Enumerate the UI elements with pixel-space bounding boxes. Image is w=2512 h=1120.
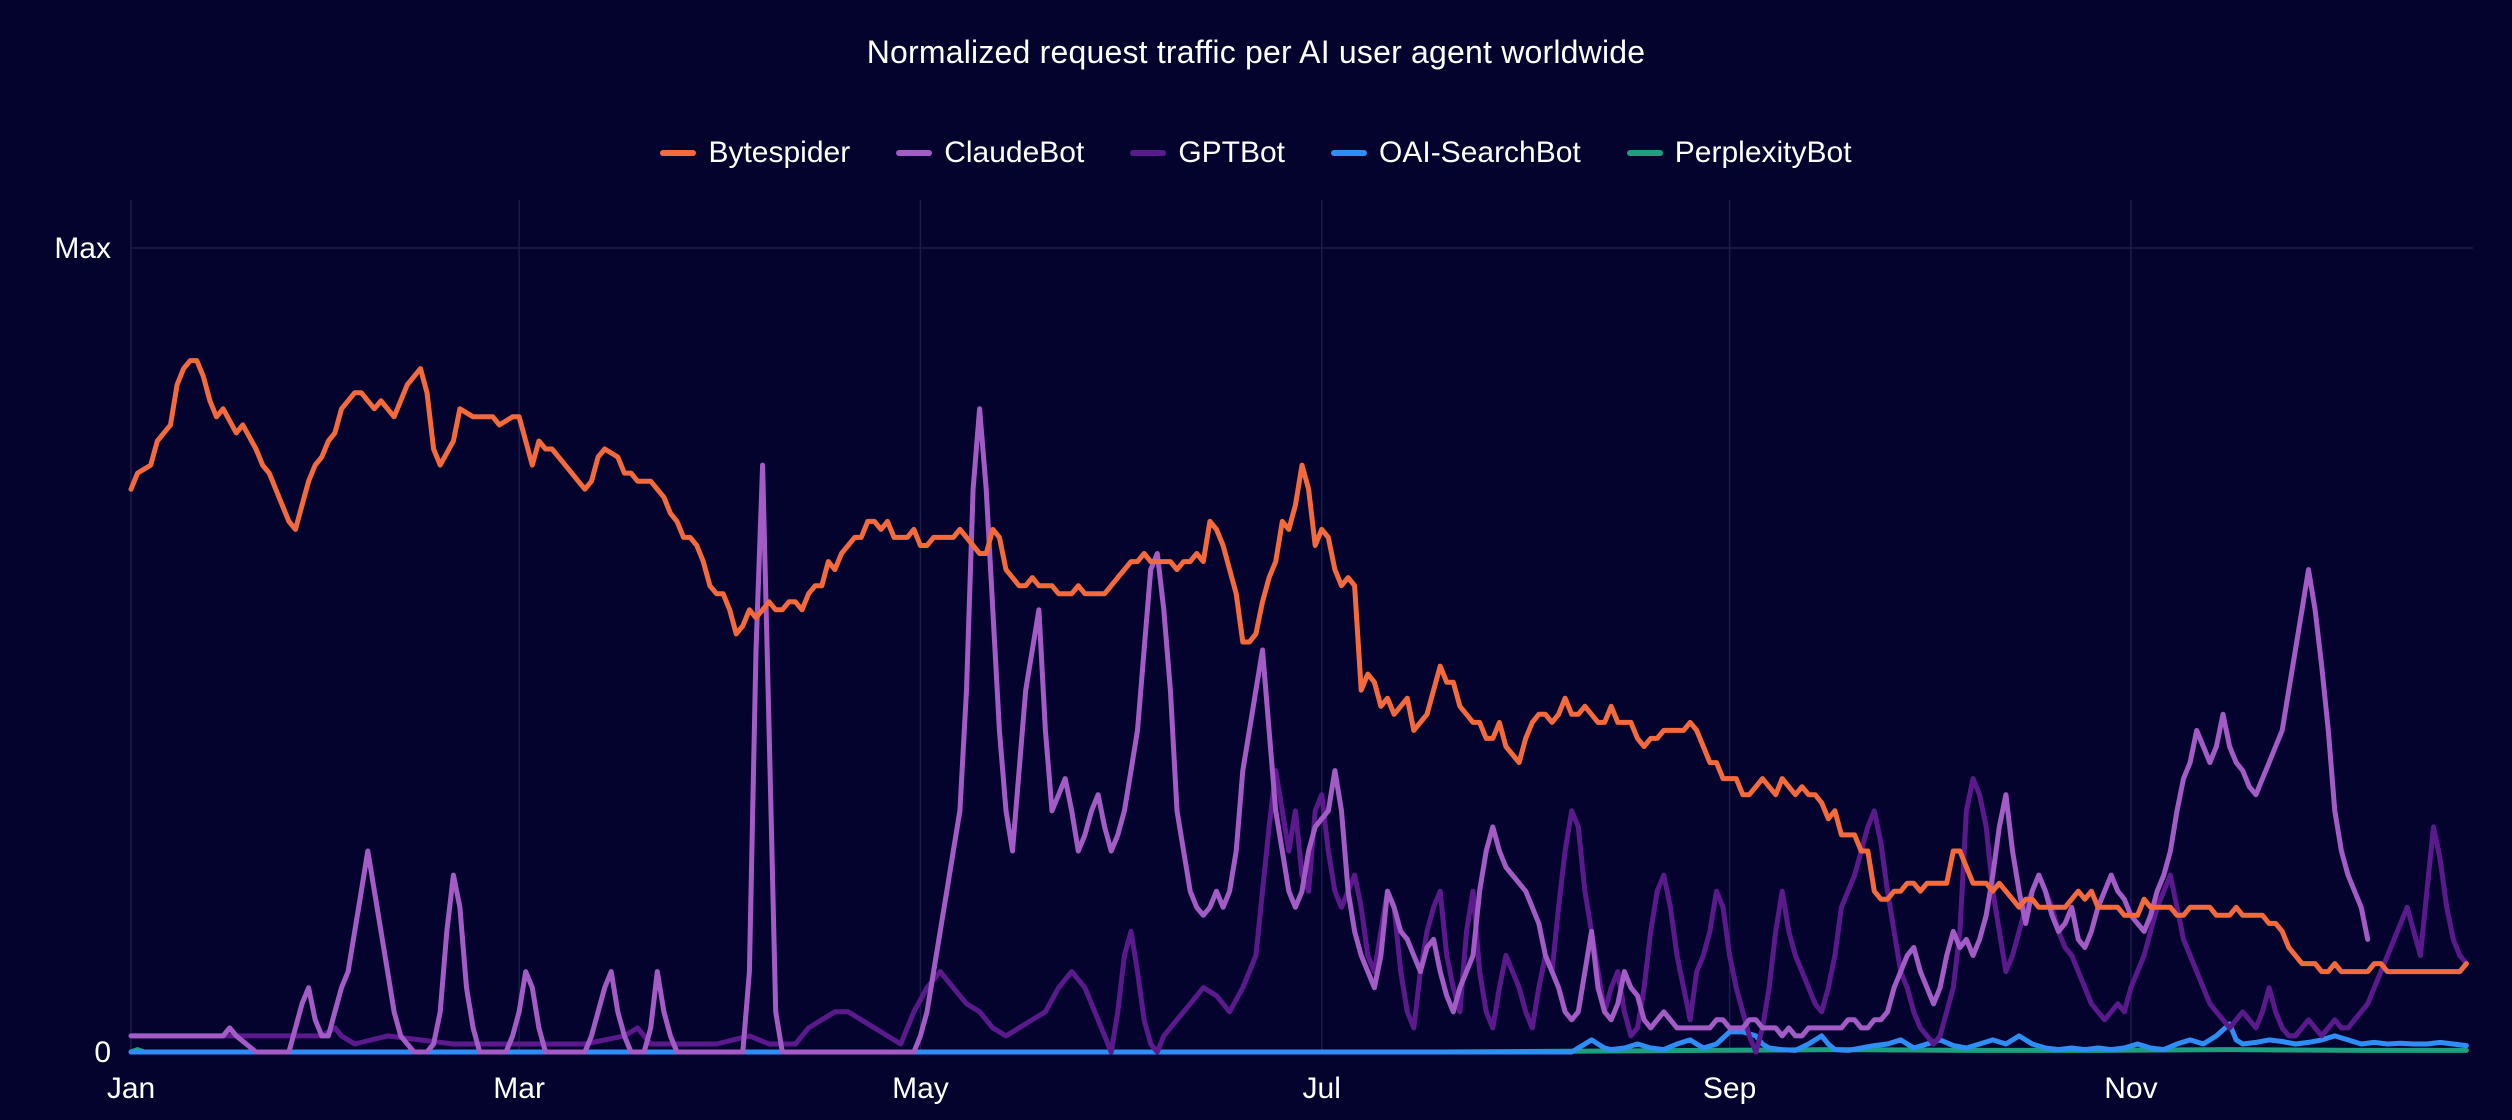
y-tick-label: 0 xyxy=(94,1036,111,1069)
x-tick-label: Jul xyxy=(1303,1072,1341,1105)
legend-swatch xyxy=(1331,150,1368,156)
legend-label: PerplexityBot xyxy=(1674,136,1852,169)
legend-item[interactable]: PerplexityBot xyxy=(1626,136,1852,170)
series-line-oai-searchbot xyxy=(128,1021,2469,1055)
x-tick-label: Nov xyxy=(2104,1072,2157,1105)
legend-item[interactable]: GPTBot xyxy=(1130,136,1285,170)
legend-item[interactable]: ClaudeBot xyxy=(896,136,1084,170)
x-tick-label: May xyxy=(892,1072,949,1105)
legend-label: ClaudeBot xyxy=(944,136,1085,169)
legend-label: Bytespider xyxy=(708,136,851,169)
legend-item[interactable]: Bytespider xyxy=(660,136,850,170)
legend-label: OAI-SearchBot xyxy=(1379,136,1581,169)
legend-label: GPTBot xyxy=(1178,136,1286,169)
legend-swatch xyxy=(896,150,933,156)
series-line-gptbot xyxy=(128,768,2469,1055)
legend-swatch xyxy=(660,150,697,156)
chart-title: Normalized request traffic per AI user a… xyxy=(866,34,1646,70)
series-line-bytespider xyxy=(128,358,2469,975)
legend-item[interactable]: OAI-SearchBot xyxy=(1331,136,1581,170)
x-tick-label: Mar xyxy=(493,1072,545,1105)
y-tick-label: Max xyxy=(54,232,111,265)
x-tick-label: Sep xyxy=(1703,1072,1756,1105)
series-line-claudebot xyxy=(128,406,2371,1055)
legend-swatch xyxy=(1130,150,1167,156)
legend-swatch xyxy=(1626,150,1663,156)
x-tick-label: Jan xyxy=(107,1072,155,1105)
chart-legend: Bytespider ClaudeBot GPTBot OAI-SearchBot Pe… xyxy=(0,136,2512,170)
